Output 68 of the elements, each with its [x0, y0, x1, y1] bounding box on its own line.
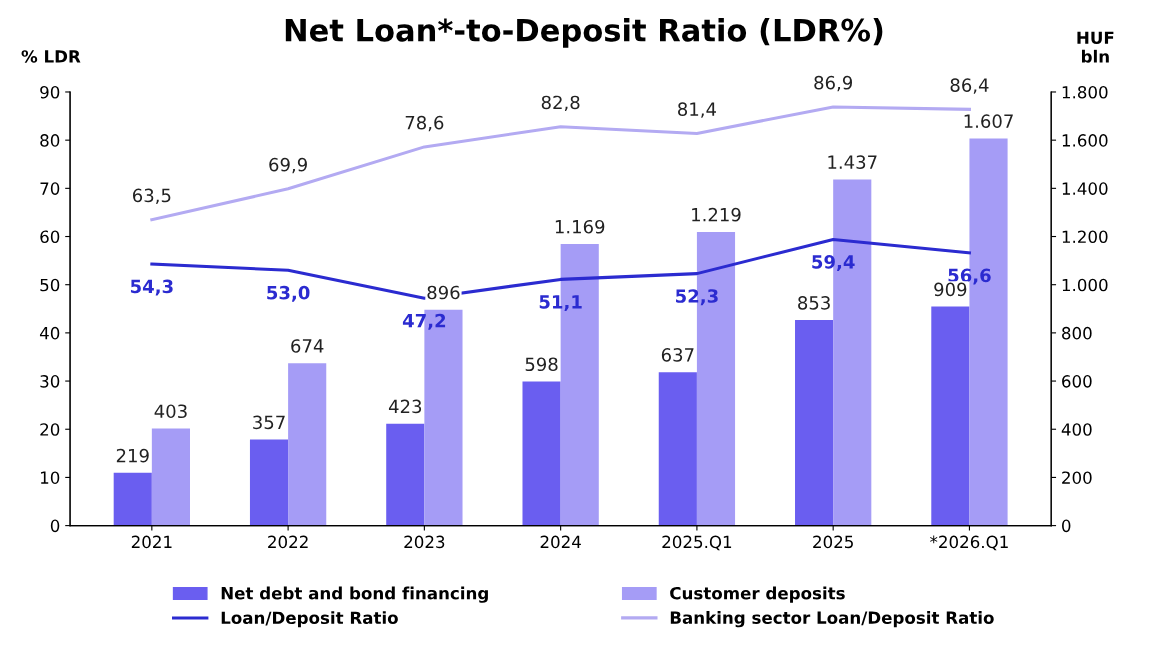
- x-tick-label: 2025: [813, 535, 853, 549]
- data-label: 1.169: [555, 219, 605, 234]
- data-label: 78,6: [405, 115, 444, 132]
- data-label: 1.607: [964, 114, 1013, 129]
- data-label: 219: [116, 448, 149, 463]
- y-axis-title: % LDR: [21, 50, 81, 63]
- data-label: 82,8: [541, 95, 580, 112]
- data-label: 53,0: [267, 285, 310, 302]
- y-tick-label: 0: [50, 519, 60, 533]
- data-label: 1.219: [692, 207, 741, 222]
- x-tick-label: *2026.Q1: [930, 535, 1008, 551]
- bar: [795, 320, 834, 526]
- y2-tick-label: 0: [1062, 519, 1071, 533]
- data-label: 63,5: [133, 188, 171, 205]
- y-tick-label: 40: [39, 326, 60, 340]
- data-label: 423: [388, 399, 422, 414]
- data-label: 637: [661, 348, 694, 362]
- bar: [522, 381, 561, 526]
- y-tick-label: 10: [40, 471, 60, 484]
- x-tick-label: 2022: [268, 535, 308, 549]
- data-label: 853: [798, 296, 830, 310]
- bar: [931, 306, 970, 526]
- y2-tick-label: 200: [1062, 471, 1092, 484]
- bar: [249, 439, 289, 526]
- data-label: 403: [154, 404, 187, 419]
- x-tick-label: 2024: [540, 535, 581, 549]
- data-label: 86,4: [950, 78, 989, 94]
- y2-tick-label: 1.800: [1062, 85, 1108, 99]
- bar: [151, 428, 190, 526]
- y2-tick-label: 1.200: [1062, 230, 1108, 244]
- legend-label: Customer deposits: [670, 586, 845, 603]
- data-label: 896: [427, 285, 460, 300]
- x-tick-label: 2021: [131, 535, 172, 549]
- y2-tick-label: 1.600: [1062, 134, 1108, 147]
- legend-label: Net debt and bond financing: [221, 586, 488, 603]
- data-label: 52,3: [676, 289, 718, 306]
- chart-title: Net Loan*-to-Deposit Ratio (LDR%): [285, 18, 883, 48]
- x-tick-label: 2023: [404, 535, 445, 549]
- y2-tick-label: 800: [1062, 326, 1092, 340]
- y2-tick-label: 1.400: [1062, 182, 1108, 195]
- y-tick-label: 50: [40, 278, 60, 292]
- data-label: 54,3: [130, 279, 173, 296]
- y-tick-label: 70: [40, 182, 60, 195]
- data-label: 51,1: [539, 295, 582, 311]
- y2-tick-label: 600: [1062, 375, 1092, 388]
- y-tick-label: 80: [40, 134, 60, 147]
- data-label: 47,2: [402, 313, 446, 330]
- bar: [113, 472, 152, 526]
- y-tick-label: 30: [40, 375, 60, 388]
- data-label: 674: [291, 339, 324, 353]
- data-label: 1.437: [828, 155, 877, 169]
- bar: [658, 372, 697, 526]
- y2-tick-label: 1.000: [1062, 278, 1108, 292]
- y-tick-label: 60: [40, 230, 60, 244]
- data-label: 598: [525, 357, 558, 372]
- bar: [386, 423, 425, 526]
- y2-tick-label: 400: [1061, 423, 1092, 436]
- data-label: 86,9: [814, 75, 853, 92]
- legend-label: Loan/Deposit Ratio: [221, 611, 398, 628]
- x-tick-label: 2025.Q1: [662, 535, 732, 551]
- data-label: 81,4: [678, 102, 716, 118]
- bar: [288, 363, 327, 526]
- y-tick-label: 90: [40, 85, 60, 99]
- legend-label: Banking sector Loan/Deposit Ratio: [670, 611, 994, 628]
- data-label: 69,9: [269, 157, 307, 174]
- y2-axis-title: HUF bln: [1077, 31, 1114, 63]
- y-tick-label: 20: [40, 423, 60, 436]
- data-label: 357: [253, 415, 285, 430]
